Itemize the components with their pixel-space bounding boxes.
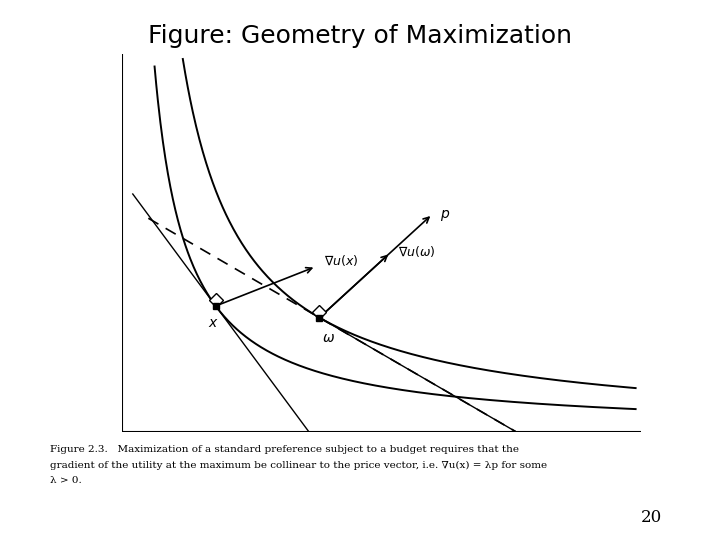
- Text: gradient of the utility at the maximum be collinear to the price vector, i.e. ∇u: gradient of the utility at the maximum b…: [50, 461, 547, 470]
- Text: $\nabla u(x)$: $\nabla u(x)$: [324, 253, 359, 268]
- Text: $x$: $x$: [208, 316, 219, 330]
- Text: $\nabla u(\omega)$: $\nabla u(\omega)$: [398, 244, 436, 259]
- Text: Figure: Geometry of Maximization: Figure: Geometry of Maximization: [148, 24, 572, 48]
- Text: Figure 2.3.   Maximization of a standard preference subject to a budget requires: Figure 2.3. Maximization of a standard p…: [50, 446, 519, 455]
- Text: λ > 0.: λ > 0.: [50, 476, 82, 485]
- Text: $\omega$: $\omega$: [322, 331, 335, 345]
- Text: 20: 20: [641, 510, 662, 526]
- Text: $p$: $p$: [440, 208, 451, 223]
